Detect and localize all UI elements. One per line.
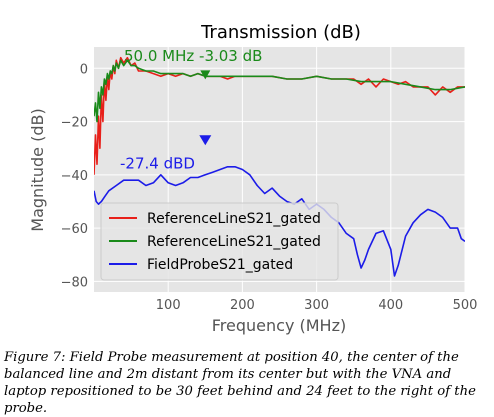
y-axis-ticks: 0 −20 −40 −60 −80 xyxy=(61,62,88,290)
y-tick-label: −20 xyxy=(61,116,88,131)
series-lines xyxy=(94,56,465,277)
marker-annotations: 50.0 MHz -3.03 dB -27.4 dBD xyxy=(120,47,262,172)
x-tick-label: 500 xyxy=(453,298,478,313)
chart: Transmission (dB) 100 200 300 400 500 0 −20 −4… xyxy=(28,22,478,335)
figure-caption: Figure 7: Field Probe measurement at pos… xyxy=(4,350,476,416)
y-tick-label: 0 xyxy=(80,62,88,77)
x-axis-ticks: 100 200 300 400 500 xyxy=(156,298,478,313)
legend: ReferenceLineS21_gated ReferenceLineS21_g… xyxy=(100,202,339,281)
y-tick-label: −80 xyxy=(61,275,88,290)
x-tick-label: 400 xyxy=(378,298,403,313)
chart-title: Transmission (dB) xyxy=(200,22,361,43)
y-axis-label: Magnitude (dB) xyxy=(28,108,47,231)
series-line-2 xyxy=(94,166,465,277)
x-tick-label: 200 xyxy=(230,298,255,313)
x-tick-label: 300 xyxy=(304,298,329,313)
x-tick-label: 100 xyxy=(156,298,181,313)
legend-label: ReferenceLineS21_gated xyxy=(147,211,321,227)
legend-label: ReferenceLineS21_gated xyxy=(147,234,321,250)
x-axis-label: Frequency (MHz) xyxy=(212,316,346,335)
marker-triangle xyxy=(199,135,212,146)
y-tick-label: −40 xyxy=(61,169,88,184)
legend-box xyxy=(100,202,339,281)
legend-label: FieldProbeS21_gated xyxy=(147,257,293,273)
series-line-1 xyxy=(94,59,465,123)
marker-triangle xyxy=(200,70,211,80)
y-tick-label: −60 xyxy=(61,222,88,237)
marker-readout: -27.4 dBD xyxy=(120,154,195,172)
marker-readout: 50.0 MHz -3.03 dB xyxy=(124,47,262,65)
